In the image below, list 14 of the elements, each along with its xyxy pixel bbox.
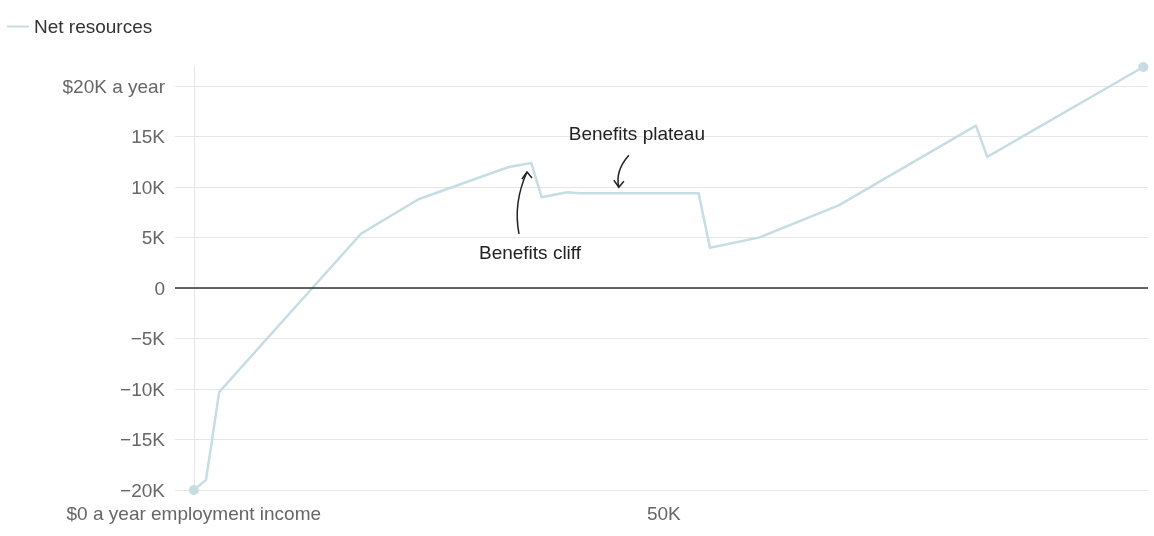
y-tick-label: −5K — [130, 328, 166, 350]
legend-label: Net resources — [34, 16, 153, 37]
y-tick-label: $20K a year — [62, 75, 166, 97]
x-tick-label: $0 a year employment income — [66, 503, 322, 524]
y-tick-label: 10K — [131, 176, 166, 198]
y-tick-label: 15K — [131, 126, 166, 148]
y-tick-label: −15K — [120, 429, 166, 451]
annotation: Benefits plateau — [568, 122, 705, 144]
y-tick-label: −10K — [120, 378, 166, 400]
annotation: Benefits cliff — [478, 241, 582, 263]
y-tick-label: −20K — [120, 479, 166, 501]
y-tick-label: 5K — [141, 227, 166, 249]
x-tick-label: 50K — [646, 503, 682, 524]
y-tick-label: 0 — [154, 277, 165, 299]
